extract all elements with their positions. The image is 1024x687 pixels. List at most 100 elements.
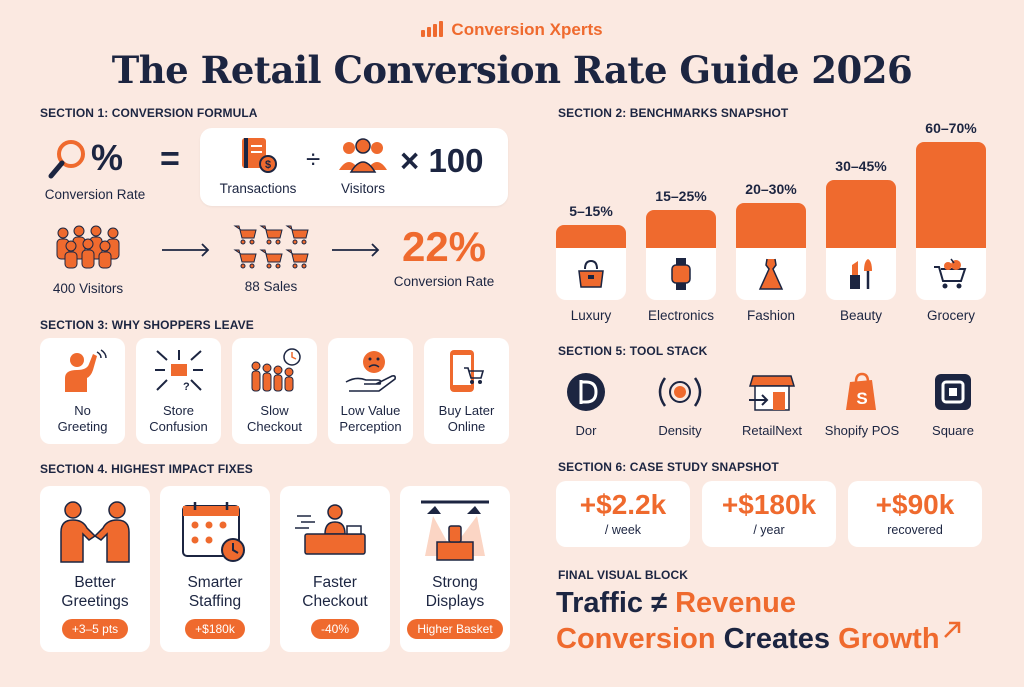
bar-category-card: [826, 248, 896, 300]
lipstick-icon: [844, 259, 878, 295]
case-weekly: +$2.2k / week: [556, 481, 690, 547]
tool-density: Density: [650, 372, 710, 438]
why-card-slow-checkout: Slow Checkout: [232, 338, 317, 444]
shopping-carts-icon: [233, 225, 309, 269]
fix-badge: -40%: [310, 619, 359, 639]
bar-category-label: Electronics: [647, 308, 715, 323]
tool-name: Dor: [575, 423, 597, 438]
fix-card-greetings: Better Greetings +3–5 pts: [40, 486, 150, 652]
why-label: No Greeting: [57, 403, 108, 434]
square-logo-icon: [935, 374, 971, 410]
brand-logo: Conversion Xperts: [0, 20, 1024, 42]
final-line-2: Conversion Creates Growth: [556, 620, 996, 656]
why-card-buy-later: Buy Later Online: [424, 338, 509, 444]
handbag-icon: [574, 259, 608, 295]
final-line-1: Traffic ≠ Revenue: [556, 587, 796, 619]
why-card-no-greeting: No Greeting: [40, 338, 125, 444]
fix-card-checkout: Faster Checkout -40%: [280, 486, 390, 652]
final-statement: Traffic ≠ Revenue Conversion Creates Gro…: [556, 586, 996, 656]
calendar-staff-icon: [182, 502, 245, 562]
density-logo-icon: [658, 377, 702, 407]
transactions-label: Transactions: [219, 181, 297, 196]
dress-icon: [754, 258, 788, 295]
receipt-dollar-icon: $: [242, 138, 277, 173]
waving-person-icon: [64, 349, 107, 392]
case-unit: / week: [604, 523, 642, 537]
shopify-bag-icon: S: [846, 372, 876, 410]
sales-example: 88 Sales: [230, 222, 312, 294]
bar-grocery: [916, 142, 986, 248]
bar-category-label: Luxury: [570, 308, 612, 323]
sad-hand-icon: [345, 351, 396, 392]
result-example: 22% Conversion Rate: [388, 223, 500, 290]
section6-heading: SECTION 6: CASE STUDY SNAPSHOT: [558, 460, 779, 474]
benchmarks-chart: 5–15% Luxury 15–25% Electronics 20–30% Fashio…: [556, 118, 988, 332]
section2-heading: SECTION 2: BENCHMARKS SNAPSHOT: [558, 106, 789, 120]
case-unit: recovered: [887, 523, 943, 537]
bar-value-label: 5–15%: [569, 203, 613, 219]
bar-category-label: Fashion: [746, 308, 796, 323]
bar-category-label: Grocery: [926, 308, 975, 323]
bar-value-label: 20–30%: [745, 181, 797, 197]
phone-cart-icon: [449, 350, 484, 392]
bar-luxury: [556, 225, 626, 248]
result-label: Conversion Rate: [393, 274, 495, 289]
tool-name: RetailNext: [742, 423, 802, 438]
svg-text:$: $: [265, 159, 271, 171]
fix-label: Faster Checkout: [302, 574, 368, 610]
brand-name: Conversion Xperts: [451, 20, 603, 39]
spotlight-display-icon: [421, 500, 489, 561]
formula-card: $ Transactions ÷ Visitors × 100: [200, 128, 508, 206]
visitors-block: Visitors: [330, 136, 396, 196]
result-percent: 22%: [401, 223, 487, 270]
fix-badge: Higher Basket: [407, 619, 503, 639]
storefront-icon: [748, 375, 796, 411]
why-label: Store Confusion: [149, 403, 208, 434]
conversion-rate-symbol: % Conversion Rate: [40, 136, 150, 202]
bar-category-card: [556, 248, 626, 300]
fix-badge: +3–5 pts: [61, 619, 129, 639]
arrow-right-icon: [162, 243, 210, 257]
visitors-count-label: 400 Visitors: [52, 281, 124, 296]
fix-label: Smarter Staffing: [187, 574, 243, 610]
page-title: The Retail Conversion Rate Guide 2026: [111, 48, 913, 92]
divide-sign: ÷: [306, 144, 321, 174]
tool-square: Square: [924, 372, 982, 438]
crowd-icon: [56, 225, 120, 269]
tool-dor: Dor: [556, 372, 616, 438]
smartwatch-icon: [664, 258, 698, 295]
visitors-example: 400 Visitors: [40, 224, 136, 296]
bar-category-label: Beauty: [839, 308, 883, 323]
transactions-block: $ Transactions: [214, 136, 302, 196]
case-unit: / year: [753, 523, 785, 537]
tool-name: Density: [658, 423, 702, 438]
case-recovered: +$90k recovered: [848, 481, 982, 547]
why-label: Buy Later Online: [438, 403, 495, 434]
svg-text:?: ?: [183, 381, 190, 393]
case-yearly: +$180k / year: [702, 481, 836, 547]
visitors-label: Visitors: [340, 181, 385, 196]
tool-retailnext: RetailNext: [734, 372, 810, 438]
bar-value-label: 60–70%: [925, 120, 977, 136]
why-label: Low Value Perception: [339, 403, 402, 434]
fix-badge: +$180k: [185, 619, 245, 639]
times-hundred: × 100: [400, 142, 484, 179]
fix-card-staffing: Smarter Staffing +$180k: [160, 486, 270, 652]
queue-clock-icon: [251, 348, 301, 392]
arrow-up-right-icon: [943, 621, 960, 638]
fix-card-displays: Strong Displays Higher Basket: [400, 486, 510, 652]
why-card-store-confusion: ? Store Confusion: [136, 338, 221, 444]
section1-heading: SECTION 1: CONVERSION FORMULA: [40, 106, 258, 120]
confusion-arrows-icon: ?: [154, 350, 203, 393]
bar-chart-icon: [421, 21, 445, 42]
bar-fashion: [736, 203, 806, 248]
bar-category-card: [736, 248, 806, 300]
grocery-cart-icon: [932, 258, 970, 295]
why-card-low-value: Low Value Perception: [328, 338, 413, 444]
final-heading: FINAL VISUAL BLOCK: [558, 568, 689, 582]
tool-name: Shopify POS: [824, 423, 900, 438]
bar-category-card: [916, 248, 986, 300]
case-value: +$180k: [721, 489, 817, 520]
fix-label: Strong Displays: [425, 574, 485, 610]
group-people-icon: [339, 138, 387, 173]
